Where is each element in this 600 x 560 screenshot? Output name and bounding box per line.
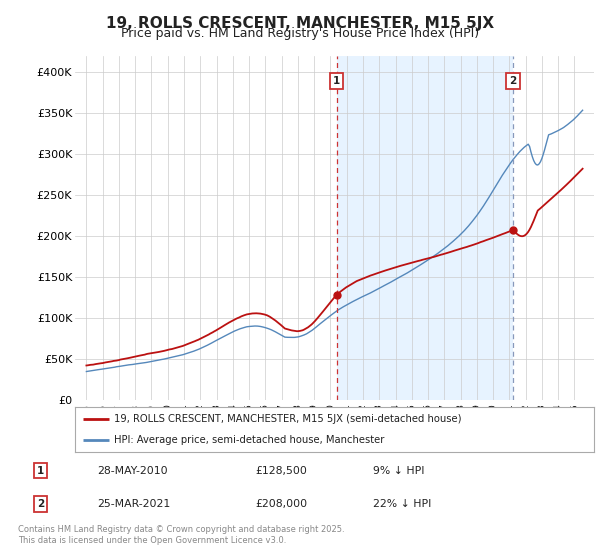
Text: 28-MAY-2010: 28-MAY-2010 [97, 465, 167, 475]
Text: £128,500: £128,500 [255, 465, 307, 475]
Text: £208,000: £208,000 [255, 499, 307, 509]
Text: Price paid vs. HM Land Registry's House Price Index (HPI): Price paid vs. HM Land Registry's House … [121, 27, 479, 40]
Text: 22% ↓ HPI: 22% ↓ HPI [373, 499, 431, 509]
Text: 19, ROLLS CRESCENT, MANCHESTER, M15 5JX: 19, ROLLS CRESCENT, MANCHESTER, M15 5JX [106, 16, 494, 31]
Text: 9% ↓ HPI: 9% ↓ HPI [373, 465, 425, 475]
Text: 1: 1 [37, 465, 44, 475]
Text: 2: 2 [509, 76, 517, 86]
Text: 25-MAR-2021: 25-MAR-2021 [97, 499, 170, 509]
Text: 19, ROLLS CRESCENT, MANCHESTER, M15 5JX (semi-detached house): 19, ROLLS CRESCENT, MANCHESTER, M15 5JX … [114, 414, 461, 424]
Text: 2: 2 [37, 499, 44, 509]
Text: 1: 1 [333, 76, 340, 86]
Bar [337, 56, 513, 400]
Text: Contains HM Land Registry data © Crown copyright and database right 2025.
This d: Contains HM Land Registry data © Crown c… [18, 525, 344, 545]
Text: HPI: Average price, semi-detached house, Manchester: HPI: Average price, semi-detached house,… [114, 435, 385, 445]
